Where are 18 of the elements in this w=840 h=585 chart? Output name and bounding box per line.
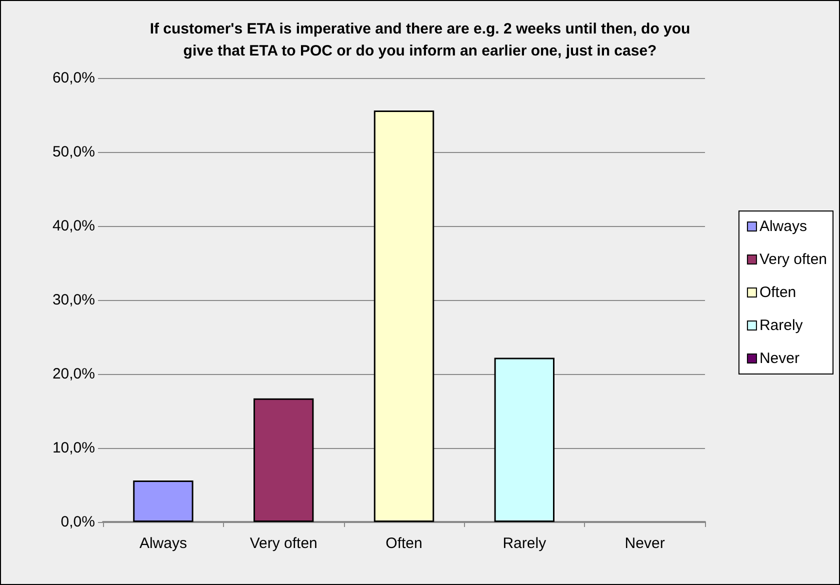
legend-label: Often — [759, 284, 796, 301]
legend-label: Very often — [759, 251, 828, 268]
x-tick-label: Very often — [250, 535, 318, 552]
y-tick-label: 0,0% — [60, 514, 95, 530]
y-tick-label: 60,0% — [52, 70, 95, 86]
x-tick-label: Never — [624, 535, 665, 552]
x-tick-label: Rarely — [502, 535, 547, 552]
legend-label: Never — [759, 350, 800, 367]
legend-label: Rarely — [759, 317, 804, 334]
y-tick-label: 10,0% — [52, 440, 95, 456]
y-tick-label: 30,0% — [52, 292, 95, 308]
legend-label: Always — [759, 218, 807, 235]
chart-title: If customer's ETA is imperative and there are e.g. 2 weeks until then, do you give that ETA to POC or do you inform an earlier one, just in case? — [150, 20, 690, 60]
x-tick-label: Always — [139, 535, 187, 552]
y-tick-label: 40,0% — [52, 218, 95, 234]
y-tick-label: 20,0% — [52, 366, 95, 382]
x-tick-label: Often — [386, 535, 422, 552]
y-tick-label: 50,0% — [52, 144, 95, 160]
